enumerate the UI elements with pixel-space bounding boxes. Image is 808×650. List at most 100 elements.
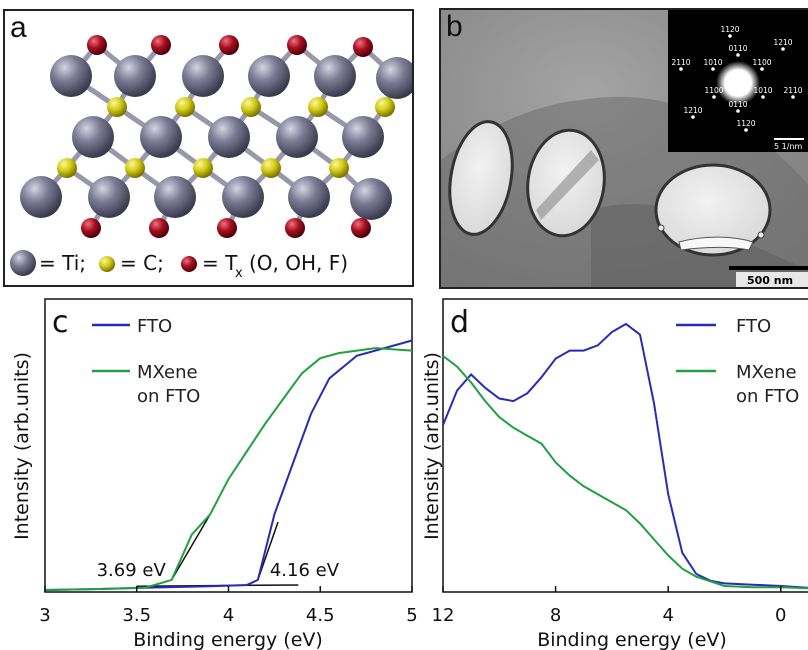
x-axis-label-c: Binding energy (eV): [133, 629, 323, 650]
diffraction-index: 0110: [728, 100, 747, 109]
diffraction-spot: [691, 115, 695, 119]
legend-d: FTO MXene on FTO: [676, 316, 799, 407]
diffraction-spot: [781, 47, 785, 51]
legend-c: FTO MXene on FTO: [92, 316, 200, 407]
series-layer-c: [44, 339, 413, 591]
ti-atom: [222, 176, 264, 218]
series-line-mxene: [44, 347, 413, 591]
series-line-fto: [44, 339, 413, 591]
diffraction-index: 1210: [683, 106, 702, 115]
panel-a-structure: a = Ti; = C;: [3, 9, 418, 287]
inset-scale-bar: [774, 138, 804, 140]
t-atom: [217, 218, 237, 238]
c-atom: [241, 97, 261, 117]
c-atom: [107, 97, 127, 117]
legend-label-mxene-c-line1: MXene: [137, 362, 198, 383]
flake-strip: [536, 150, 599, 220]
ti-atom: [288, 176, 330, 218]
x-ticks-c: 3 3.5 4 4.5 5: [39, 586, 418, 626]
t-atom: [151, 35, 171, 55]
series-line-mxene: [442, 355, 808, 590]
scale-bar-label-bg: [736, 272, 808, 287]
c-legend-sphere: [99, 256, 115, 272]
panel-c-letter: c: [52, 305, 69, 340]
inset-scale-label: 5 1/nm: [774, 142, 802, 151]
t-atom: [351, 218, 371, 238]
structure-legend: = Ti; = C; = T x (O, OH, F): [10, 250, 348, 281]
legend-label-fto-d: FTO: [736, 316, 771, 337]
x-tick-label: 4.5: [306, 605, 335, 626]
diffraction-spot: [712, 95, 716, 99]
t-atom: [149, 218, 169, 238]
ti-atom: [182, 55, 224, 97]
series-layer-d: [442, 322, 808, 590]
diffraction-index: 2110: [783, 86, 802, 95]
diffraction-spot: [791, 95, 795, 99]
panel-b-letter: b: [446, 10, 463, 43]
t-atom: [353, 37, 373, 57]
t-atom: [87, 35, 107, 55]
t-atom: [81, 218, 101, 238]
x-tick-label: 4: [662, 605, 673, 626]
diffraction-index: 1100: [704, 86, 723, 95]
diffraction-spot: [760, 67, 764, 71]
tangent-line: [170, 514, 211, 581]
diffraction-spot: [744, 128, 748, 132]
x-tick-label: 3.5: [122, 605, 151, 626]
legend-label-mxene-d-line1: MXene: [736, 362, 797, 383]
c-atom: [375, 97, 395, 117]
panel-c-chart: c 3 3.5 4 4.5 5 3.69 eV 4.16 eV FTO MXene on …: [11, 298, 418, 650]
x-axis-label-d: Binding energy (eV): [537, 629, 727, 650]
x-tick-label: 0: [775, 605, 786, 626]
t-legend-label: = T: [202, 251, 238, 275]
diffraction-spot: [736, 53, 740, 57]
particle: [757, 231, 765, 239]
diffraction-spot: [761, 95, 765, 99]
diffraction-index: 2110: [671, 58, 690, 67]
ti-atom: [114, 55, 156, 97]
diffraction-index: 1100: [752, 58, 771, 67]
onset-annotation: 4.16 eV: [270, 560, 340, 581]
c-atom: [57, 158, 77, 178]
c-atom: [261, 158, 281, 178]
c-atom: [308, 97, 328, 117]
c-atom: [125, 158, 145, 178]
ti-legend-label: = Ti;: [39, 251, 86, 275]
t-atom: [219, 35, 239, 55]
diffraction-index: 1010: [703, 58, 722, 67]
legend-label-fto-c: FTO: [137, 316, 172, 337]
t-legend-sphere: [181, 256, 197, 272]
diffraction-index: 1210: [773, 38, 792, 47]
x-tick-label: 12: [432, 605, 455, 626]
y-axis-label-c: Intensity (arb.units): [11, 352, 33, 540]
ti-atom: [376, 57, 418, 99]
ti-atom: [208, 116, 250, 158]
x-tick-label: 4: [223, 605, 234, 626]
diffraction-index: 1120: [736, 119, 755, 128]
ti-atom: [248, 55, 290, 97]
annotations-c: 3.69 eV 4.16 eV: [97, 560, 340, 581]
saed-inset: 1120 1210 0110 1010 1100 2110 2110 1100 1010 0110…: [668, 10, 808, 152]
carbon-film-hole-3: [654, 163, 772, 257]
scale-bar-label: 500 nm: [747, 274, 793, 287]
x-tick-label: 5: [406, 605, 417, 626]
c-legend-label: = C;: [120, 251, 164, 275]
diffraction-index: 1010: [753, 86, 772, 95]
ti-atom: [276, 116, 318, 158]
c-atom: [193, 158, 213, 178]
plot-frame-c: [44, 298, 413, 593]
t-atom: [285, 218, 305, 238]
carbon-film-hole-1: [448, 120, 514, 236]
panel-b-tem-image: 500 nm 1120 1210 0110 1010 1100 2110 2110 1100 1…: [439, 8, 808, 289]
ti-atom: [342, 116, 384, 158]
diffraction-spot: [711, 67, 715, 71]
diffraction-labels: 1120 1210 0110 1010 1100 2110 2110 1100 1010 0110…: [671, 25, 802, 128]
panel-d-letter: d: [450, 305, 469, 340]
central-beam: [729, 74, 747, 92]
c-atom: [175, 97, 195, 117]
plot-frame-d: [442, 298, 808, 593]
diffraction-spot: [679, 67, 683, 71]
x-ticks-d: 12 8 4 0: [432, 586, 787, 626]
diffraction-index: 1120: [720, 25, 739, 34]
atom-layer: [20, 35, 418, 238]
